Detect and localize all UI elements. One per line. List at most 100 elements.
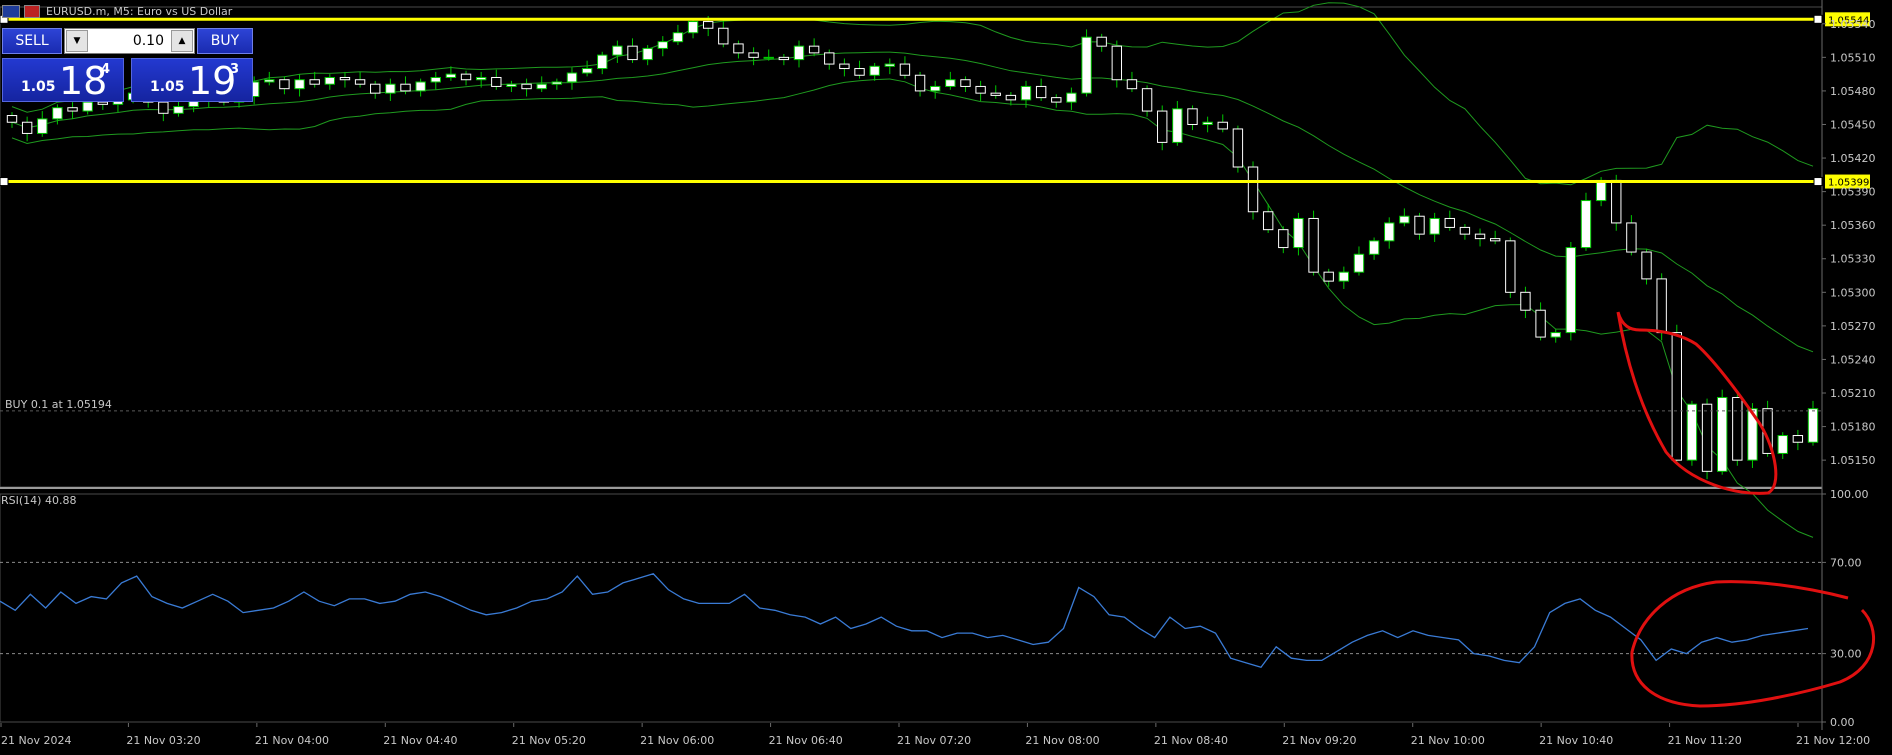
- candle-body: [1051, 97, 1062, 103]
- candle-body: [506, 83, 517, 87]
- time-axis-label: 21 Nov 08:00: [1025, 734, 1099, 747]
- timeframe-flag-icon: [24, 4, 40, 18]
- candle-body: [702, 21, 714, 29]
- candle-body: [1323, 271, 1334, 282]
- candle-body: [309, 79, 320, 85]
- candle-body: [415, 81, 426, 92]
- candle-body: [370, 83, 381, 94]
- candle-body: [1792, 435, 1804, 443]
- candle-body: [1505, 240, 1516, 293]
- candle-body: [158, 101, 169, 114]
- rsi-axis-label: 100.00: [1830, 488, 1869, 501]
- candle-body: [1293, 217, 1304, 249]
- candle-body: [1550, 332, 1561, 338]
- candle-body: [1172, 108, 1183, 143]
- candle-body: [475, 76, 487, 81]
- candle-body: [1429, 217, 1440, 235]
- rsi-pane: RSI(14) 40.88: [0, 494, 1822, 669]
- price-axis-label: 1.05150: [1830, 454, 1876, 467]
- candle-body: [778, 56, 790, 61]
- candle-body: [854, 68, 865, 76]
- candle-body: [869, 65, 880, 76]
- chart-title: EURUSD.m, M5: Euro vs US Dollar: [46, 4, 233, 18]
- price-axis-label: 1.05270: [1830, 320, 1876, 333]
- candle-body: [1489, 238, 1501, 242]
- candle-body: [1111, 45, 1123, 81]
- candle-body: [279, 79, 290, 90]
- candle-body: [930, 85, 941, 92]
- candle-body: [733, 43, 744, 54]
- candle-body: [354, 79, 366, 85]
- candle-body: [1157, 110, 1168, 143]
- candle-body: [672, 32, 684, 43]
- level-handle-left[interactable]: [0, 177, 9, 187]
- level-price-tag: [1825, 12, 1870, 27]
- candle-body: [581, 68, 593, 74]
- time-axis-label: 21 Nov 05:20: [512, 734, 586, 747]
- candle-body: [324, 76, 336, 85]
- bollinger-upper-band: [11, 2, 1814, 186]
- lot-size-value[interactable]: 0.10: [132, 33, 164, 49]
- chart-title-bar: EURUSD.m, M5: Euro vs US Dollar: [2, 4, 232, 18]
- candle-body: [657, 41, 668, 49]
- dropdown-arrow-icon[interactable]: ▼: [66, 30, 88, 52]
- buy-price-button[interactable]: 1.05 19 3: [131, 58, 253, 103]
- time-axis-label: 21 Nov 04:00: [255, 734, 329, 747]
- candle-body: [1565, 247, 1577, 334]
- candle-body: [1141, 88, 1153, 112]
- rsi-axis-label: 30.00: [1830, 648, 1862, 661]
- candle-body: [491, 76, 502, 87]
- candle-body: [82, 101, 93, 112]
- candle-body: [808, 45, 820, 54]
- candle-body: [1535, 309, 1546, 338]
- candle-body: [536, 83, 547, 90]
- candle-body: [521, 83, 532, 90]
- annotations-layer: [1616, 311, 1875, 708]
- candle-body: [551, 81, 563, 85]
- candle-body: [430, 76, 441, 83]
- candle-body: [1066, 92, 1077, 103]
- sell-button[interactable]: SELL: [2, 28, 62, 54]
- lot-size-field[interactable]: ▼ 0.10 ▲: [64, 28, 195, 54]
- price-axis-label: 1.05210: [1830, 387, 1876, 400]
- rsi-annotation-circle: [1630, 580, 1875, 708]
- level-handle-right[interactable]: [1813, 177, 1823, 187]
- candle-body: [1081, 36, 1092, 94]
- candle-body: [1399, 215, 1410, 224]
- bollinger-lower-band: [11, 78, 1814, 538]
- candle-body: [1368, 240, 1380, 255]
- candle-body: [1308, 217, 1319, 273]
- candle-body: [37, 118, 48, 134]
- candle-body: [1444, 217, 1455, 228]
- candle-body: [1656, 278, 1667, 334]
- candle-body: [642, 47, 653, 61]
- buy-button[interactable]: BUY: [197, 28, 253, 54]
- candle-body: [566, 72, 578, 83]
- symbol-flag-icon: [2, 4, 20, 18]
- time-axis-label: 21 Nov 2024: [1, 734, 71, 747]
- candle-body: [793, 45, 805, 61]
- candle-body: [460, 73, 472, 81]
- candle-body: [1777, 435, 1788, 454]
- candle-body: [264, 79, 275, 83]
- candle-body: [1262, 211, 1274, 231]
- candle-body: [990, 92, 1001, 96]
- level-price-label: 1.05399: [1828, 178, 1869, 189]
- candle-body: [1732, 396, 1743, 461]
- up-arrow-icon[interactable]: ▲: [171, 30, 193, 52]
- one-click-trading-panel: SELL ▼ 0.10 ▲ BUY 1.05 18 4 1.05 19 3: [2, 28, 253, 103]
- price-axis-label: 1.05480: [1830, 85, 1876, 98]
- candle-body: [1474, 233, 1486, 240]
- candle-body: [52, 107, 63, 120]
- level-handle-right[interactable]: [1813, 14, 1823, 24]
- candle-body: [1701, 403, 1713, 472]
- sell-price-button[interactable]: 1.05 18 4: [2, 58, 124, 103]
- candle-body: [173, 106, 184, 114]
- candle-body: [960, 79, 971, 87]
- candle-body: [1020, 85, 1032, 101]
- rsi-line: [0, 573, 1809, 669]
- candle-body: [899, 63, 911, 76]
- price-axis-label: 1.05540: [1830, 18, 1876, 31]
- buy-price-sup: 3: [230, 62, 240, 77]
